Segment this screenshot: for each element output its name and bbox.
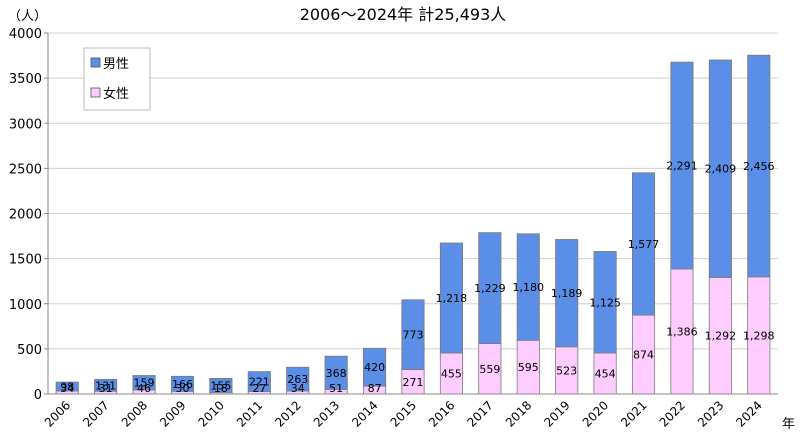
bar-male-2024: [747, 54, 771, 278]
bar-male-2013: [324, 355, 348, 390]
data-label-male-2018: 1,180: [513, 281, 545, 294]
data-label-male-2011: 221: [249, 376, 270, 389]
y-tick-label: 0: [34, 388, 42, 403]
bar-male-2017: [478, 232, 502, 344]
data-label-female-2024: 1,298: [743, 329, 775, 342]
data-label-male-2020: 1,125: [589, 296, 621, 309]
data-label-female-2017: 559: [479, 363, 500, 376]
x-tick-label: 2012: [272, 398, 303, 429]
data-label-female-2020: 454: [595, 368, 616, 381]
bar-male-2019: [555, 239, 579, 348]
y-tick-label: 2000: [9, 208, 42, 223]
y-tick-label: 3500: [9, 72, 42, 87]
gridlines: [48, 32, 778, 350]
chart-title: 2006～2024年 計25,493人: [300, 5, 507, 24]
legend-label-male: 男性: [103, 57, 129, 72]
data-label-female-2007: 31: [99, 382, 113, 395]
x-tick-label: 2015: [388, 398, 419, 429]
data-label-male-2015: 773: [403, 329, 424, 342]
bar-male-2023: [708, 59, 732, 278]
bar-male-2008: [132, 375, 156, 391]
data-label-female-2013: 51: [329, 382, 343, 395]
x-tick-label: 2022: [657, 398, 688, 429]
y-tick-label: 1500: [9, 253, 42, 268]
data-label-female-2023: 1,292: [705, 330, 737, 343]
data-label-male-2023: 2,409: [705, 163, 737, 176]
data-label-male-2013: 368: [326, 367, 347, 380]
x-tick-label: 2020: [580, 398, 611, 429]
x-tick-label: 2024: [733, 398, 764, 429]
data-label-male-2007: 131: [95, 379, 116, 392]
data-label-female-2018: 595: [518, 361, 539, 374]
x-tick-label: 2006: [42, 398, 73, 429]
bar-male-2006: [55, 381, 79, 392]
x-tick-label: 2007: [80, 398, 111, 429]
data-label-female-2011: 27: [252, 382, 266, 395]
data-label-male-2021: 1,577: [628, 238, 660, 251]
x-axis-unit-label: 年: [782, 417, 795, 432]
data-label-male-2010: 155: [210, 379, 231, 392]
data-label-male-2008: 159: [134, 377, 155, 390]
y-tick-label: 500: [17, 343, 42, 358]
data-label-female-2021: 874: [633, 349, 654, 362]
legend-box: [83, 47, 151, 111]
bar-male-2018: [516, 233, 540, 341]
bar-male-2021: [631, 172, 656, 316]
bar-male-2016: [439, 242, 463, 354]
x-tick-label: 2017: [464, 398, 495, 429]
y-tick-label: 1000: [9, 298, 42, 313]
data-label-male-2009: 166: [172, 378, 193, 391]
data-label-female-2009: 30: [175, 382, 189, 395]
data-label-female-2008: 46: [137, 382, 151, 395]
bar-male-2007: [94, 378, 118, 392]
x-tick-label: 2014: [349, 398, 380, 429]
data-label-male-2022: 2,291: [666, 160, 698, 173]
bar-series-group: [55, 54, 771, 395]
data-label-female-2015: 271: [403, 376, 424, 389]
data-label-male-2017: 1,229: [474, 282, 506, 295]
y-tick-label: 4000: [9, 27, 42, 42]
legend: 男性 女性: [83, 47, 151, 111]
data-label-male-2012: 263: [287, 373, 308, 386]
bar-male-2014: [363, 347, 387, 387]
bar-male-2022: [670, 61, 694, 270]
x-tick-label: 2018: [503, 398, 534, 429]
data-label-female-2019: 523: [556, 364, 577, 377]
legend-swatch-female: [90, 87, 101, 98]
data-label-male-2024: 2,456: [743, 160, 775, 173]
y-tick-label: 2500: [9, 162, 42, 177]
x-tick-label: 2010: [196, 398, 227, 429]
y-tick-label: 3000: [9, 117, 42, 132]
bar-male-2012: [286, 366, 310, 392]
y-axis-unit-label: （人）: [8, 9, 47, 24]
data-label-female-2012: 34: [291, 382, 305, 395]
x-tick-label: 2019: [541, 398, 572, 429]
data-label-female-2010: 18: [214, 382, 228, 395]
data-label-female-2016: 455: [441, 367, 462, 380]
x-tick-label: 2016: [426, 398, 457, 429]
x-tick-label: 2021: [618, 398, 649, 429]
data-label-male-2019: 1,189: [551, 287, 583, 300]
data-label-male-2006: 98: [60, 381, 74, 394]
data-label-female-2006: 34: [60, 382, 74, 395]
x-tick-label: 2023: [695, 398, 726, 429]
bar-male-2011: [247, 371, 271, 392]
bar-male-2009: [170, 375, 195, 392]
x-tick-label: 2009: [157, 398, 188, 429]
data-label-female-2022: 1,386: [666, 325, 698, 338]
legend-swatch-male: [90, 57, 101, 68]
bar-male-2010: [209, 377, 233, 393]
x-tick-label: 2008: [119, 398, 150, 429]
x-tick-label: 2011: [234, 398, 265, 429]
legend-label-female: 女性: [103, 86, 129, 102]
data-label-male-2016: 1,218: [436, 292, 468, 305]
data-label-female-2014: 87: [368, 382, 382, 395]
bar-male-2015: [401, 299, 425, 370]
x-tick-label: 2013: [311, 398, 342, 429]
data-label-male-2014: 420: [364, 361, 385, 374]
bar-male-2020: [593, 251, 617, 354]
